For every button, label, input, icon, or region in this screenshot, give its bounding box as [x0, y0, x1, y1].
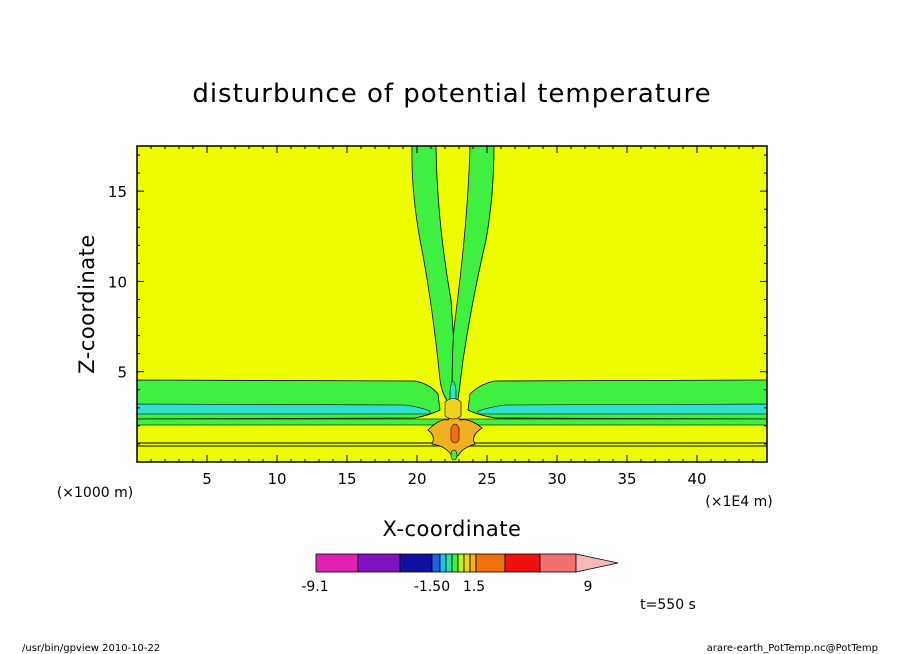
- colorbar-segment: [358, 554, 400, 572]
- colorbar-segment: [432, 554, 440, 572]
- colorbar-segment: [446, 554, 452, 572]
- plot-area: [137, 146, 767, 462]
- colorbar-segment: [476, 554, 505, 572]
- colorbar-segment: [464, 554, 470, 572]
- colorbar-segment: [440, 554, 446, 572]
- colorbar-segment: [470, 554, 476, 572]
- x-tick-label: 40: [687, 470, 706, 488]
- y-tick-labels: 5 10 15: [108, 183, 127, 382]
- footer-left: /usr/bin/gpview 2010-10-22: [22, 643, 160, 654]
- colorbar-segment: [452, 554, 458, 572]
- x-tick-label: 10: [267, 470, 286, 488]
- x-unit-left: (×1000 m): [57, 485, 133, 501]
- colorbar-label-min: -9.1: [301, 579, 328, 595]
- y-axis-label: Z-coordinate: [75, 234, 99, 374]
- x-tick-labels: 5 10 15 20 25 30 35 40: [202, 470, 706, 488]
- contour-red-spot: [451, 424, 459, 443]
- x-axis-label: X-coordinate: [383, 517, 522, 541]
- y-tick-label: 10: [108, 273, 127, 291]
- footer-right: arare-earth_PotTemp.nc@PotTemp: [707, 643, 878, 654]
- colorbar-label-neg: -1.50: [414, 579, 450, 595]
- colorbar-segment: [540, 554, 576, 572]
- colorbar-label-max: 9: [584, 579, 593, 595]
- x-tick-label: 35: [617, 470, 636, 488]
- colorbar-segment: [400, 554, 432, 572]
- contour-yellow-spot: [445, 399, 461, 420]
- x-tick-label: 15: [337, 470, 356, 488]
- x-tick-label: 30: [547, 470, 566, 488]
- colorbar-segment: [505, 554, 540, 572]
- colorbar-segment: [458, 554, 464, 572]
- x-tick-label: 25: [477, 470, 496, 488]
- time-label: t=550 s: [640, 597, 696, 613]
- chart-title: disturbunce of potential temperature: [192, 79, 711, 109]
- colorbar-segment: [316, 554, 358, 572]
- x-tick-label: 20: [407, 470, 426, 488]
- y-tick-label: 15: [108, 183, 127, 201]
- colorbar-label-pos: 1.5: [463, 579, 485, 595]
- colorbar: [316, 554, 618, 572]
- y-tick-label: 5: [117, 364, 127, 382]
- colorbar-arrow: [576, 554, 618, 572]
- x-unit-right: (×1E4 m): [705, 494, 772, 510]
- x-tick-label: 5: [202, 470, 212, 488]
